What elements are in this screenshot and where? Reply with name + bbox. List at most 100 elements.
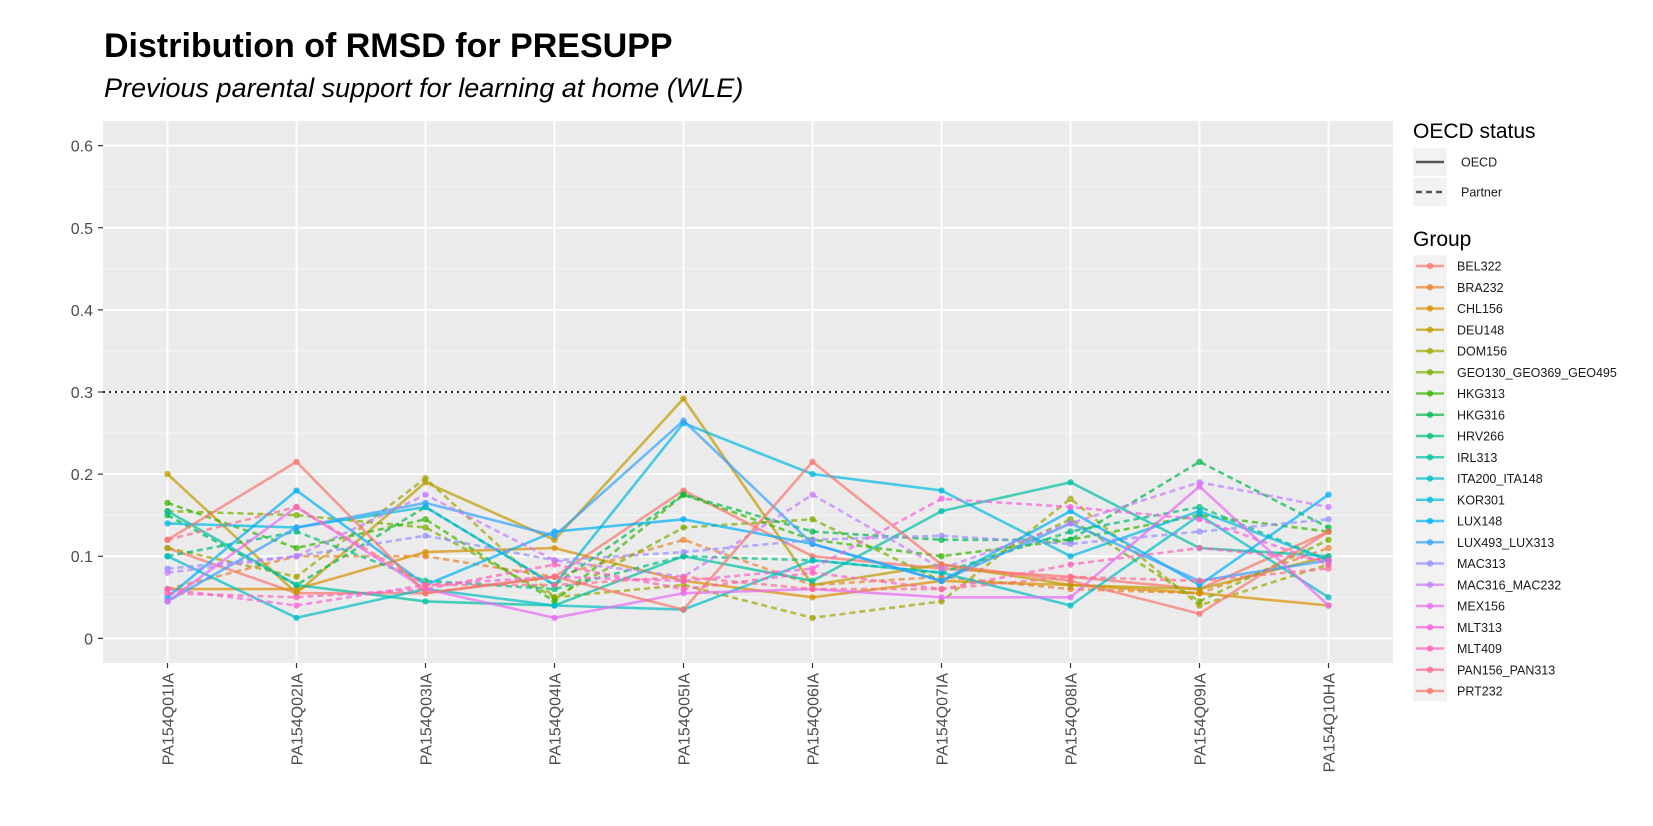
- legend-swatch-point: [1426, 560, 1434, 567]
- data-point: [293, 503, 300, 511]
- legend-swatch-point: [1426, 496, 1434, 503]
- series-line: [166, 484, 1330, 620]
- data-point: [1067, 553, 1074, 560]
- legend-label-geo130_geo369_geo495: GEO130_GEO369_GEO495: [1457, 366, 1617, 380]
- data-point: [164, 536, 171, 544]
- data-point: [293, 458, 300, 466]
- chart-title: Distribution of RMSD for PRESUPP: [104, 27, 673, 65]
- data-point: [680, 417, 687, 424]
- series-line: [167, 505, 1329, 591]
- legend-label-hkg313: HKG313: [1457, 387, 1505, 401]
- data-point: [1196, 458, 1203, 466]
- data-point: [293, 544, 300, 552]
- legend-swatch-point: [1426, 347, 1434, 355]
- legend-swatch-point: [1426, 390, 1434, 397]
- data-point: [422, 475, 429, 482]
- data-point: [293, 573, 300, 580]
- data-point: [938, 507, 945, 515]
- legend-swatch-point: [1426, 602, 1434, 610]
- legend-label-pan156_pan313: PAN156_PAN313: [1457, 663, 1555, 677]
- legend-swatch-point: [1426, 687, 1434, 695]
- data-point: [1196, 610, 1203, 617]
- data-point: [938, 594, 945, 601]
- data-point: [680, 524, 687, 531]
- legend-swatch-point: [1426, 369, 1434, 376]
- data-point: [1067, 602, 1074, 609]
- legend-label-bra232: BRA232: [1457, 281, 1504, 295]
- color-legend-title: Group: [1413, 228, 1471, 251]
- data-point: [1196, 577, 1203, 585]
- series-prt232: [164, 458, 1332, 617]
- data-point: [680, 585, 687, 593]
- data-point: [809, 536, 816, 544]
- chart-subtitle: Previous parental support for learning a…: [104, 73, 743, 103]
- data-point: [809, 458, 816, 466]
- data-point: [680, 516, 687, 523]
- data-point: [422, 598, 429, 605]
- data-point: [1325, 503, 1332, 511]
- data-point: [680, 491, 687, 498]
- series-line: [166, 513, 1330, 620]
- legend-swatch-point: [1426, 454, 1434, 461]
- series-line: [167, 538, 1329, 595]
- data-point: [938, 561, 945, 568]
- data-point: [293, 553, 300, 560]
- legend-label: OECD: [1461, 156, 1497, 170]
- y-tick-label: 0.6: [71, 139, 93, 156]
- data-point: [422, 581, 429, 589]
- data-point: [938, 495, 945, 502]
- data-point: [809, 557, 816, 564]
- data-point: [1067, 495, 1074, 502]
- data-point: [551, 544, 558, 552]
- legend-label-mlt409: MLT409: [1457, 642, 1502, 656]
- series-line: [167, 505, 1329, 591]
- data-point: [1196, 598, 1203, 605]
- series-line: [167, 546, 1329, 599]
- data-point: [164, 499, 171, 507]
- y-tick-label: 0.3: [71, 385, 93, 402]
- legend-label-mlt313: MLT313: [1457, 621, 1502, 635]
- x-tick-label: PA154Q10HA: [1322, 673, 1339, 773]
- data-point: [680, 606, 687, 613]
- data-point: [422, 532, 429, 539]
- x-tick-label: PA154Q08IA: [1064, 673, 1081, 766]
- legend-swatch-point: [1426, 305, 1434, 312]
- data-point: [1196, 528, 1203, 535]
- legend-swatch-point: [1426, 666, 1434, 673]
- y-axis: 0 0.1 0.2 0.3 0.4 0.5 0.6: [71, 139, 103, 648]
- data-point: [1067, 520, 1074, 527]
- data-point: [809, 569, 816, 576]
- data-point: [422, 499, 429, 507]
- series-mac313: [164, 516, 1332, 572]
- data-point: [1325, 565, 1332, 572]
- series-line: [167, 421, 1329, 587]
- legend-label-dom156: DOM156: [1457, 345, 1507, 359]
- data-point: [1067, 528, 1074, 535]
- data-point: [1325, 491, 1332, 498]
- legend: OECD status Group OECD Partner BEL322 BRA23…: [1413, 120, 1617, 702]
- series-line: [166, 460, 1330, 616]
- series-line: [167, 518, 1329, 570]
- data-point: [164, 553, 171, 560]
- legend-label-lux493_lux313: LUX493_LUX313: [1457, 536, 1554, 550]
- legend-label-hkg316: HKG316: [1457, 408, 1505, 422]
- legend-swatch-point: [1426, 539, 1434, 546]
- x-axis: PA154Q01IA PA154Q02IA PA154Q03IA PA154Q04IA…: [161, 663, 1339, 772]
- series-layer: [164, 395, 1332, 622]
- data-point: [1067, 503, 1074, 511]
- data-point: [1325, 594, 1332, 601]
- data-point: [680, 536, 687, 544]
- legend-swatch-point: [1426, 411, 1434, 418]
- series-line: [167, 497, 1329, 607]
- legend-swatch-point: [1426, 326, 1434, 333]
- data-point: [164, 507, 171, 515]
- data-point: [1067, 479, 1074, 486]
- legend-label-mac313: MAC313: [1457, 557, 1506, 571]
- data-point: [1325, 528, 1332, 535]
- legend-label-chl156: CHL156: [1457, 302, 1503, 316]
- legend-label-bel322: BEL322: [1457, 260, 1502, 274]
- legend-label-kor301: KOR301: [1457, 493, 1505, 507]
- data-point: [938, 532, 945, 539]
- data-point: [938, 585, 945, 593]
- data-point: [809, 516, 816, 523]
